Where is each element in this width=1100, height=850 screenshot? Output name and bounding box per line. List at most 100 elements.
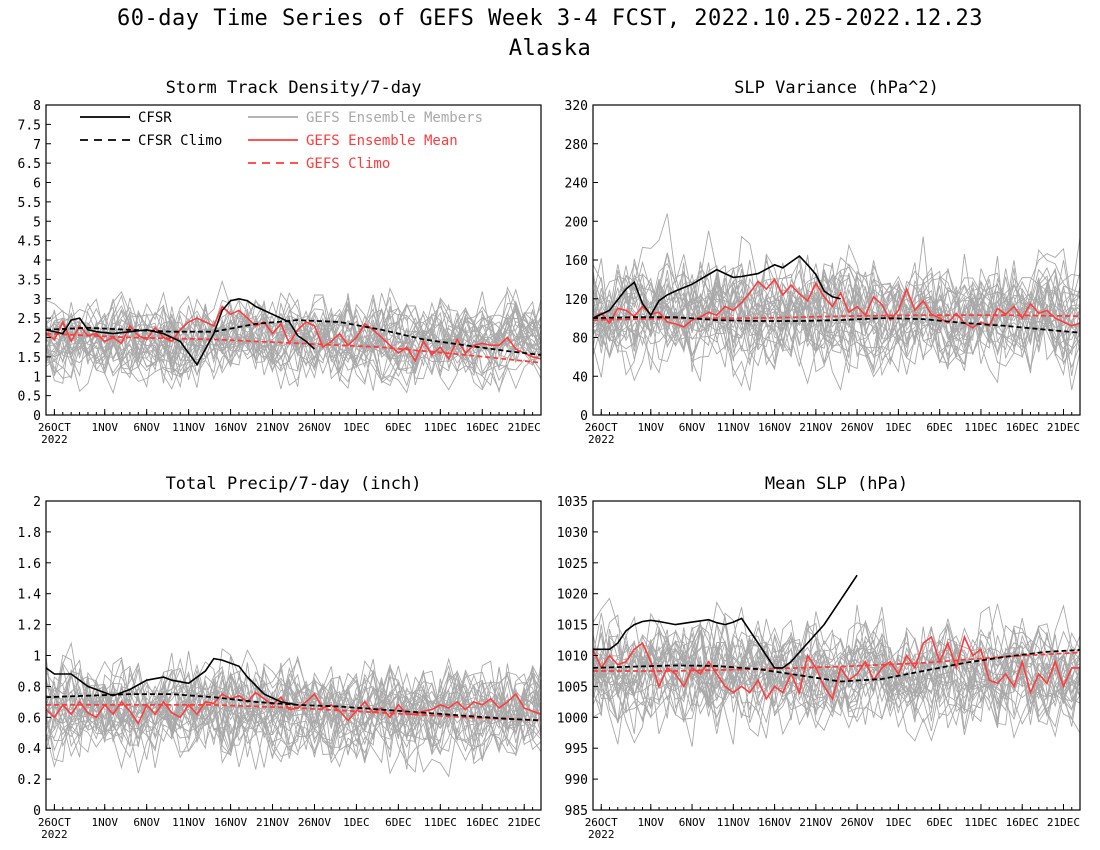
x-year-label: 2022 [41, 828, 68, 841]
y-tick-label: 1005 [557, 680, 588, 695]
ensemble-member-line [46, 294, 541, 391]
y-tick-label: 4 [33, 254, 41, 269]
x-tick-label: 26NOV [841, 816, 874, 829]
x-tick-label: 6DEC [385, 421, 412, 434]
x-tick-label: 26NOV [298, 816, 331, 829]
x-tick-label: 16NOV [214, 816, 247, 829]
ensemble-member-line [593, 260, 1080, 374]
y-tick-label: 7 [33, 138, 41, 153]
legend-label: GEFS Ensemble Members [306, 110, 483, 126]
chart-panel-4: Mean SLP (hPa) 985 990 995 1000 1005 1010 1015 1… [557, 474, 1081, 841]
y-tick-label: 5.5 [18, 196, 41, 211]
ensemble-member-line [593, 615, 1080, 726]
y-tick-label: 1030 [557, 526, 588, 541]
x-tick-label: 11NOV [172, 816, 205, 829]
y-tick-label: 200 [565, 215, 588, 230]
x-year-label: 2022 [41, 433, 68, 446]
x-year-label: 2022 [588, 433, 615, 446]
y-tick-label: 80 [572, 332, 588, 347]
ensemble-members [593, 213, 1080, 392]
y-tick-label: 320 [565, 99, 588, 114]
x-tick-label: 16DEC [1006, 421, 1039, 434]
y-tick-label: 5 [33, 215, 41, 230]
y-tick-label: 120 [565, 293, 588, 308]
ensemble-member-line [593, 261, 1080, 358]
y-tick-label: 0.8 [18, 680, 41, 695]
y-tick-label: 7.5 [18, 118, 41, 133]
panel-title: Total Precip/7-day (inch) [166, 474, 422, 494]
y-tick-label: 985 [565, 804, 588, 819]
ensemble-members [46, 641, 541, 778]
series-gefs-climo [593, 651, 1080, 672]
y-tick-label: 1025 [557, 557, 588, 572]
main-series [593, 574, 1080, 701]
y-tick-label: 240 [565, 177, 588, 192]
ensemble-member-line [593, 255, 1080, 378]
y-tick-label: 1 [33, 650, 41, 665]
x-tick-label: 1NOV [91, 816, 118, 829]
y-tick-label: 1015 [557, 619, 588, 634]
y-tick-label: 0.6 [18, 711, 41, 726]
x-tick-label: 21DEC [508, 816, 541, 829]
series-cfsr-climo [46, 319, 541, 356]
ensemble-member-line [46, 641, 541, 752]
ensemble-member-line [46, 292, 541, 390]
ensemble-member-line [593, 254, 1080, 391]
figure-title: 60-day Time Series of GEFS Week 3-4 FCST… [117, 6, 983, 31]
main-series [593, 255, 1080, 334]
x-tick-label: 11NOV [172, 421, 205, 434]
x-tick-label: 1DEC [885, 816, 912, 829]
x-tick-label: 6DEC [385, 816, 412, 829]
x-tick-label: 26OCT [38, 421, 71, 434]
x-tick-label: 26OCT [585, 816, 618, 829]
y-tick-label: 1.5 [18, 351, 41, 366]
x-tick-label: 21DEC [508, 421, 541, 434]
x-tick-label: 1DEC [343, 421, 370, 434]
y-tick-label: 0 [33, 409, 41, 424]
series-cfsr-climo [46, 693, 541, 722]
series-cfsr [46, 657, 298, 706]
x-tick-label: 6NOV [133, 421, 160, 434]
y-tick-label: 1035 [557, 495, 588, 510]
series-gefs-ensemble-mean [46, 691, 541, 726]
ensemble-member-line [593, 614, 1080, 714]
panel-title: Storm Track Density/7-day [166, 78, 422, 98]
y-tick-label: 2.5 [18, 312, 41, 327]
y-tick-label: 1 [33, 370, 41, 385]
x-year-label: 2022 [588, 828, 615, 841]
x-tick-label: 21DEC [1047, 816, 1080, 829]
x-tick-label: 6DEC [926, 816, 953, 829]
x-tick-label: 6NOV [679, 421, 706, 434]
ensemble-member-line [593, 247, 1080, 358]
ensemble-member-line [46, 297, 541, 384]
x-tick-label: 11DEC [424, 816, 457, 829]
ensemble-member-line [46, 659, 541, 754]
ensemble-member-line [593, 618, 1080, 730]
x-tick-label: 16DEC [1006, 816, 1039, 829]
legend-label: GEFS Ensemble Mean [306, 133, 458, 149]
x-tick-label: 26NOV [841, 421, 874, 434]
series-cfsr-climo [593, 316, 1080, 334]
ensemble-member-line [46, 655, 541, 743]
ensemble-member-line [46, 652, 541, 769]
legend-label: CFSR Climo [138, 133, 222, 149]
ensemble-member-line [46, 292, 541, 365]
chart-panel-2: SLP Variance (hPa^2) 0 40 80 120 160 200 240 280… [565, 78, 1081, 446]
x-tick-label: 21NOV [799, 421, 832, 434]
x-tick-label: 1NOV [638, 816, 665, 829]
y-tick-label: 0.4 [18, 742, 42, 757]
x-tick-label: 11DEC [424, 421, 457, 434]
x-tick-label: 21NOV [256, 421, 289, 434]
ensemble-member-line [593, 627, 1080, 726]
x-tick-label: 6NOV [133, 816, 160, 829]
y-tick-label: 1.2 [18, 619, 41, 634]
chart-panel-3: Total Precip/7-day (inch)00.20.40.60.811… [18, 474, 542, 841]
y-tick-label: 0 [580, 409, 588, 424]
figure-subtitle: Alaska [508, 36, 592, 61]
main-series [46, 297, 541, 367]
series-gefs-climo [46, 332, 541, 364]
y-tick-label: 3 [33, 293, 41, 308]
main-series [46, 657, 541, 726]
ensemble-member-line [46, 309, 541, 395]
